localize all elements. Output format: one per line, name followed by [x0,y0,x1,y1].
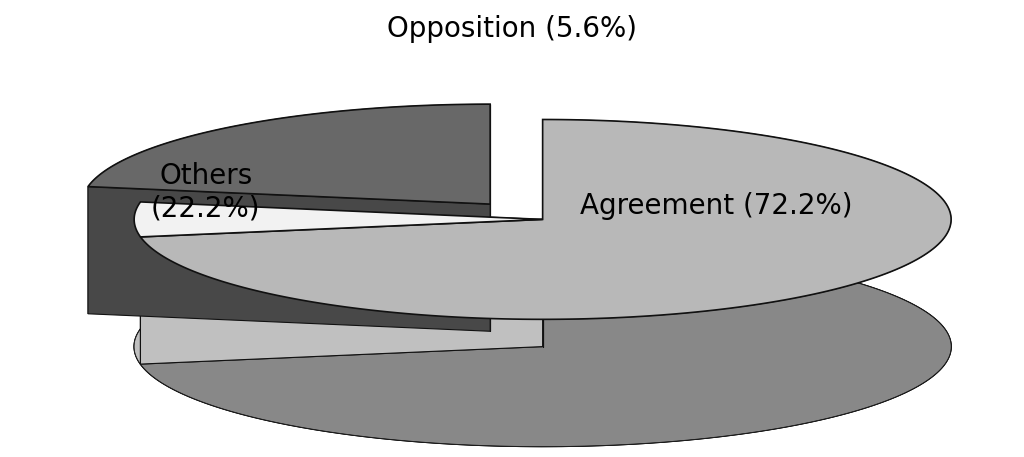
Polygon shape [140,119,951,319]
Polygon shape [88,104,490,314]
Polygon shape [140,202,543,346]
Text: Agreement (72.2%): Agreement (72.2%) [580,192,853,220]
Polygon shape [140,119,951,446]
Polygon shape [134,202,543,237]
Polygon shape [134,247,951,446]
Text: Opposition (5.6%): Opposition (5.6%) [387,15,637,43]
Polygon shape [140,219,543,364]
Polygon shape [88,104,490,204]
Polygon shape [88,186,490,331]
Polygon shape [140,219,543,364]
Text: Others
(22.2%): Others (22.2%) [151,162,260,223]
Polygon shape [134,202,140,364]
